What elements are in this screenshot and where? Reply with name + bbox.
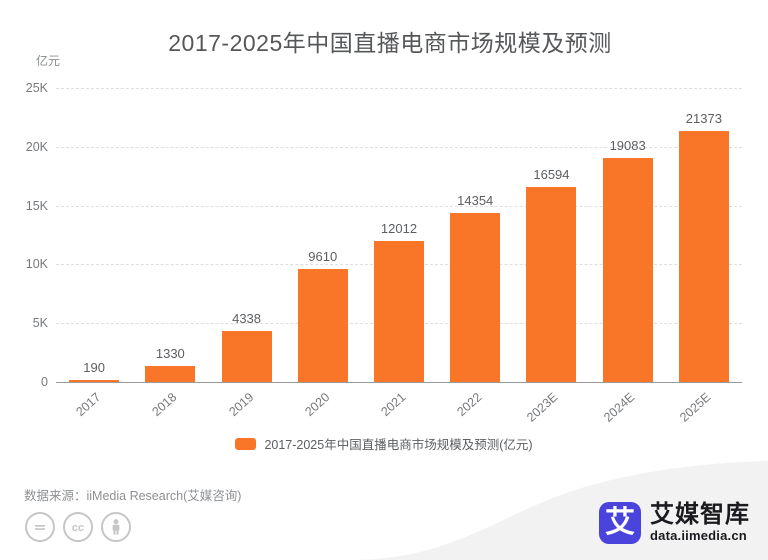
brand-text-block: 艾媒智库 data.iimedia.cn <box>650 502 750 544</box>
y-axis-unit-label: 亿元 <box>36 54 61 68</box>
y-axis-tick-label: 5K <box>32 316 48 331</box>
bar[interactable] <box>526 186 577 382</box>
bar-column[interactable]: 16594 <box>526 88 577 382</box>
chart-legend: 2017-2025年中国直播电商市场规模及预测(亿元) <box>0 434 768 453</box>
brand-mark-icon: 艾 <box>599 501 641 544</box>
chart-title: 2017-2025年中国直播电商市场规模及预测 <box>168 30 612 56</box>
bar-column[interactable]: 14354 <box>450 88 501 382</box>
equals-icon <box>25 512 55 542</box>
bar-value-label: 16594 <box>533 166 570 182</box>
y-axis-tick-label: 0 <box>41 375 48 389</box>
x-axis-tick-label: 2025E <box>677 390 714 425</box>
bar-value-label: 9610 <box>308 249 338 264</box>
x-axis-tick-label: 2017 <box>73 390 104 420</box>
gridline <box>56 88 742 89</box>
bar-value-label: 19083 <box>609 137 646 153</box>
legend-swatch-icon <box>235 437 257 450</box>
gridline <box>56 205 742 207</box>
y-axis-tick-label: 25K <box>25 81 48 95</box>
bar-column[interactable]: 19083 <box>602 88 653 382</box>
bar-value-label: 1330 <box>155 346 185 362</box>
bar-column[interactable]: 21373 <box>678 88 729 382</box>
x-axis-tick-label: 2024E <box>600 390 638 425</box>
bar[interactable] <box>602 157 653 382</box>
x-axis-tick-label: 2020 <box>302 390 333 420</box>
bar[interactable] <box>297 269 348 382</box>
gridline <box>56 146 742 148</box>
bar-column[interactable]: 4338 <box>221 88 272 382</box>
bar[interactable] <box>374 240 424 382</box>
brand-url: data.iimedia.cn <box>650 528 747 544</box>
bar[interactable] <box>145 366 196 382</box>
bar-value-label: 190 <box>83 359 105 375</box>
bar-value-label: 12012 <box>380 220 418 236</box>
bar-column[interactable]: 9610 <box>297 88 348 382</box>
bar[interactable] <box>221 331 272 382</box>
person-icon <box>101 512 131 542</box>
brand-logo: 艾 艾媒智库 data.iimedia.cn <box>599 502 750 544</box>
x-axis-tick-label: 2023E <box>524 390 561 425</box>
creative-commons-icon: cc <box>63 512 93 542</box>
svg-text:cc: cc <box>72 522 84 534</box>
y-axis-tick-label: 15K <box>25 198 48 213</box>
plot-area: 0 5K 10K 15K 20K 25K 190 1330 4338 9610 12012 1435… <box>26 81 742 425</box>
bar-column[interactable]: 1330 <box>145 88 196 382</box>
x-axis-tick-label: 2019 <box>225 390 256 420</box>
x-axis-line <box>56 382 742 383</box>
data-source-text: 数据来源：iiMedia Research(艾媒咨询) <box>24 489 242 503</box>
bar[interactable] <box>450 213 501 382</box>
x-axis-tick-label: 2018 <box>149 390 180 420</box>
bar[interactable] <box>69 379 120 382</box>
bar[interactable] <box>678 130 729 382</box>
legend-label: 2017-2025年中国直播电商市场规模及预测(亿元) <box>264 438 533 452</box>
license-icons: cc <box>25 512 131 542</box>
bar-value-label: 4338 <box>232 311 262 326</box>
bar-value-label: 21373 <box>685 110 722 126</box>
y-axis-tick-label: 20K <box>25 139 48 154</box>
bar-column[interactable]: 12012 <box>374 88 424 382</box>
x-axis-tick-label: 2022 <box>454 390 485 420</box>
x-axis-tick-label: 2021 <box>378 390 409 420</box>
brand-name: 艾媒智库 <box>650 500 750 528</box>
y-axis-tick-label: 10K <box>25 257 48 272</box>
bar-value-label: 14354 <box>457 193 494 209</box>
bar-column[interactable]: 190 <box>69 88 120 382</box>
bars-group: 190 1330 4338 9610 12012 14354 16594 19083 21373 <box>56 88 742 382</box>
